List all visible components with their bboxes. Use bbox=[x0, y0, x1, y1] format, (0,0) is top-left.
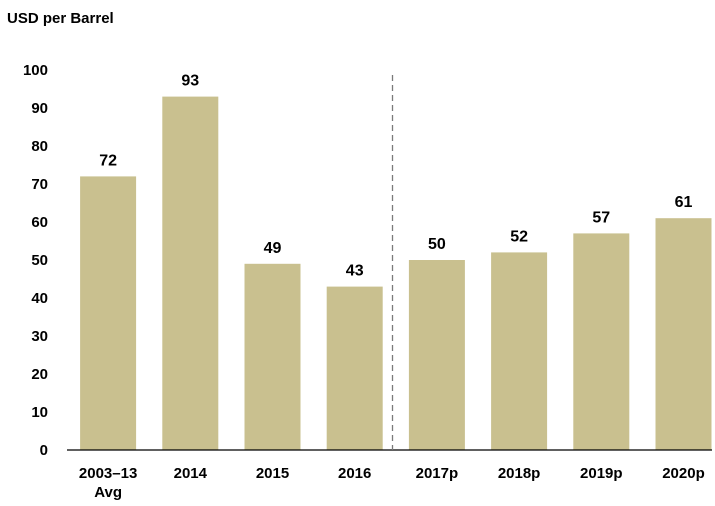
data-label: 49 bbox=[264, 240, 282, 257]
y-tick-label: 90 bbox=[31, 100, 48, 117]
data-label: 61 bbox=[675, 194, 693, 211]
x-tick-label: 2017p bbox=[416, 465, 459, 482]
x-tick-label: 2019p bbox=[580, 465, 623, 482]
data-label: 43 bbox=[346, 263, 364, 280]
data-label: 52 bbox=[510, 228, 528, 245]
data-label: 93 bbox=[181, 73, 199, 90]
data-label: 57 bbox=[592, 209, 610, 226]
bars bbox=[80, 96, 712, 450]
y-axis-unit-label: USD per Barrel bbox=[7, 10, 114, 27]
y-tick-label: 30 bbox=[31, 328, 48, 345]
bar bbox=[244, 263, 301, 450]
y-tick-label: 60 bbox=[31, 214, 48, 231]
bar bbox=[326, 286, 383, 450]
data-label: 50 bbox=[428, 236, 446, 253]
x-tick-label: 2003–13 bbox=[79, 465, 137, 482]
x-tick-label: 2016 bbox=[338, 465, 371, 482]
value-labels: 72 93 49 43 50 52 57 61 bbox=[99, 73, 692, 280]
x-tick-label: 2020p bbox=[662, 465, 705, 482]
bar bbox=[80, 176, 137, 450]
y-tick-label: 10 bbox=[31, 404, 48, 421]
x-tick-label: 2014 bbox=[174, 465, 208, 482]
data-label: 72 bbox=[99, 152, 117, 169]
bar bbox=[162, 96, 219, 450]
y-tick-label: 50 bbox=[31, 252, 48, 269]
bar bbox=[491, 252, 548, 450]
bar bbox=[655, 218, 712, 450]
y-tick-label: 20 bbox=[31, 366, 48, 383]
bar bbox=[408, 260, 465, 450]
x-axis-categories: 2003–13 Avg 2014 2015 2016 2017p 2018p 2019p 202… bbox=[79, 465, 705, 501]
bar bbox=[573, 233, 630, 450]
x-tick-label: Avg bbox=[94, 484, 122, 501]
y-tick-label: 70 bbox=[31, 176, 48, 193]
y-tick-label: 40 bbox=[31, 290, 48, 307]
x-tick-label: 2018p bbox=[498, 465, 541, 482]
y-tick-label: 0 bbox=[40, 442, 48, 459]
y-axis-ticks: 0 10 20 30 40 50 60 70 80 90 100 bbox=[23, 62, 48, 459]
x-tick-label: 2015 bbox=[256, 465, 289, 482]
y-tick-label: 80 bbox=[31, 138, 48, 155]
y-tick-label: 100 bbox=[23, 62, 48, 79]
